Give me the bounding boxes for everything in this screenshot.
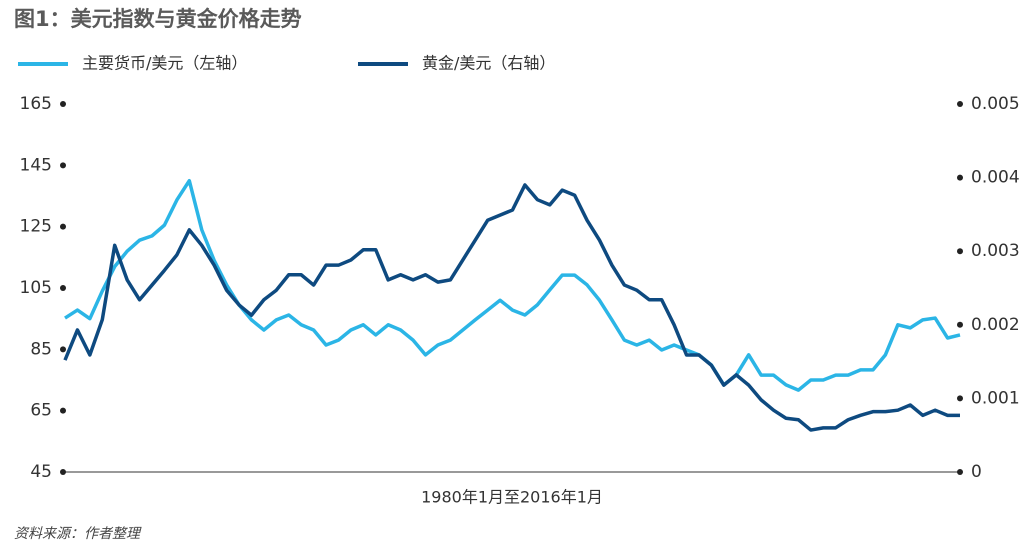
y-tick-mark bbox=[60, 162, 66, 169]
y-tick-mark bbox=[60, 346, 66, 353]
y2-tick-mark bbox=[957, 395, 963, 402]
y2-tick-label: 0.005 bbox=[971, 94, 1020, 114]
y-tick-label: 165 bbox=[20, 94, 52, 114]
y2-tick-label: 0 bbox=[971, 462, 982, 482]
data-line bbox=[64, 178, 961, 392]
y2-tick-label: 0.001 bbox=[971, 388, 1020, 408]
y2-tick-label: 0.002 bbox=[971, 315, 1020, 335]
x-axis-label: 1980年1月至2016年1月 bbox=[421, 488, 603, 507]
y-tick-mark bbox=[60, 285, 66, 291]
y-tick-label: 105 bbox=[20, 278, 52, 298]
y2-tick-label: 0.004 bbox=[971, 168, 1020, 188]
chart-title: 图1：美元指数与黄金价格走势 bbox=[14, 7, 302, 31]
y-tick-label: 65 bbox=[30, 401, 52, 421]
legend-label: 黄金/美元（右轴） bbox=[422, 54, 555, 73]
y-tick-label: 45 bbox=[30, 462, 52, 482]
y-tick-label: 85 bbox=[30, 339, 52, 359]
y2-tick-mark bbox=[957, 101, 963, 107]
source-note: 资料来源：作者整理 bbox=[14, 526, 142, 542]
y-tick-mark bbox=[60, 223, 66, 230]
y-tick-label: 125 bbox=[20, 217, 52, 237]
y2-tick-mark bbox=[957, 321, 963, 328]
y2-tick-mark bbox=[957, 469, 963, 475]
y-tick-mark bbox=[60, 407, 66, 414]
y2-tick-mark bbox=[957, 174, 963, 181]
y-tick-label: 145 bbox=[20, 155, 52, 175]
data-line bbox=[63, 183, 960, 432]
y-tick-mark bbox=[60, 469, 66, 475]
y2-tick-mark bbox=[957, 248, 963, 255]
y2-tick-label: 0.003 bbox=[971, 241, 1020, 261]
legend-label: 主要货币/美元（左轴） bbox=[82, 54, 247, 73]
y-tick-mark bbox=[60, 101, 66, 107]
